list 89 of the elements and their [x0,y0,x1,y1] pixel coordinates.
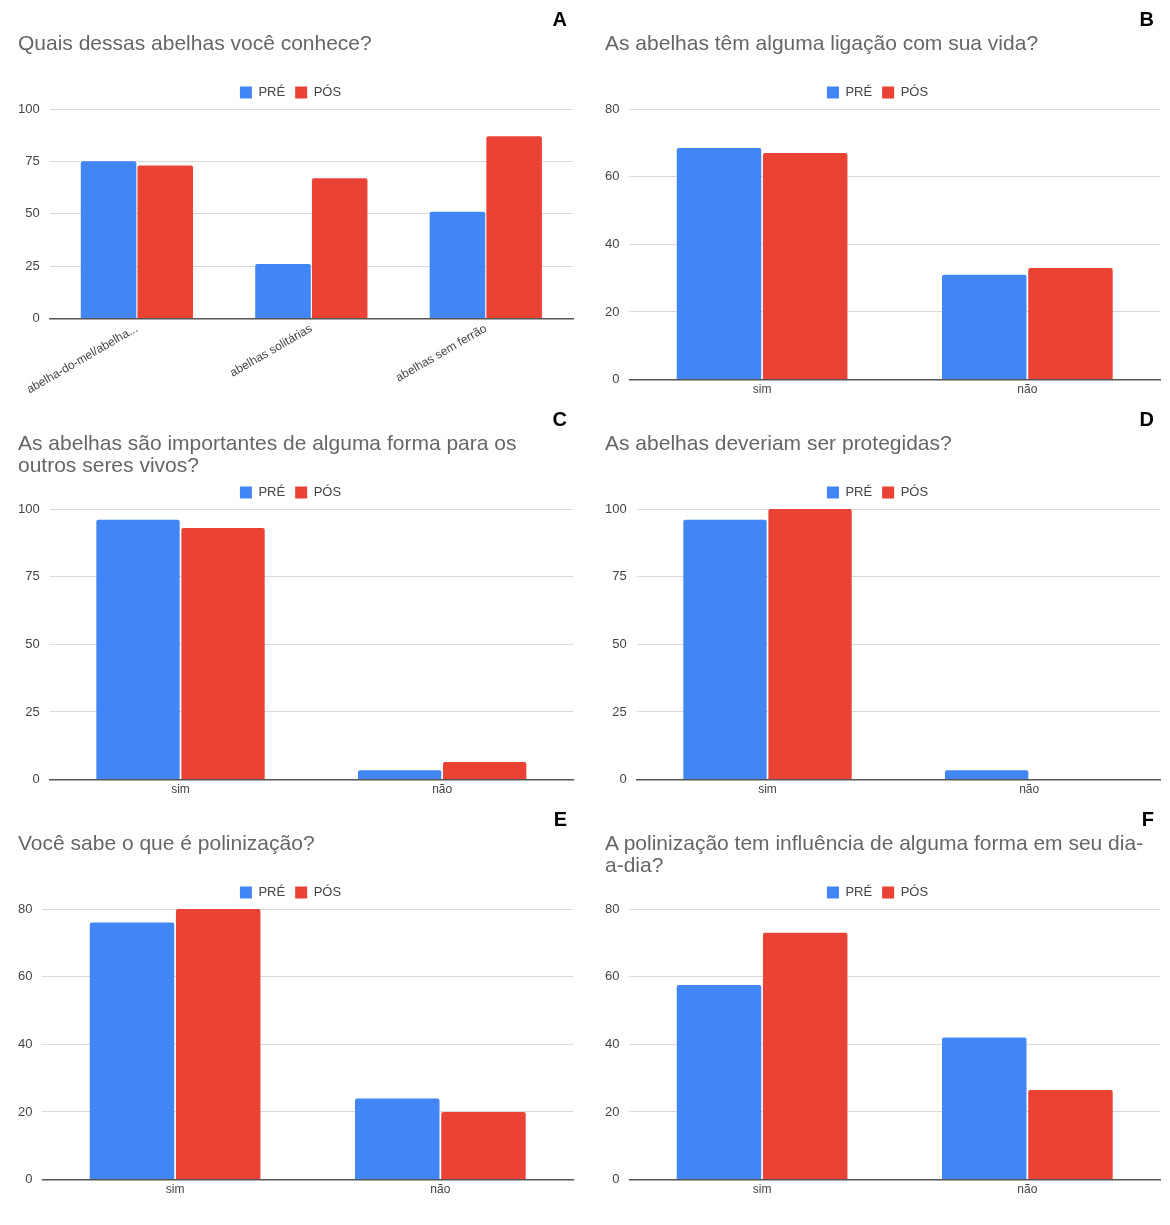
y-tick-label: 80 [17,900,33,916]
y-tick-label: 80 [604,100,620,116]
y-tick-label: 0 [32,771,40,787]
bar [1028,267,1113,380]
x-tick-label: sim [171,782,190,797]
legend-label: PRÉ [845,84,873,100]
y-tick-label: 100 [17,500,40,516]
x-tick-label: não [1019,782,1040,797]
y-tick-label: 20 [604,303,620,319]
legend-label: PRÉ [258,484,286,500]
y-tick-label: 40 [604,235,620,251]
y-tick-label: 100 [604,500,627,516]
y-tick-label: 40 [604,1035,620,1051]
legend-label: PÓS [900,884,929,900]
legend-label: PÓS [313,84,342,100]
legend-label: PÓS [900,84,929,100]
chart-title: As abelhas deveriam ser protegidas? [604,431,953,456]
bar [357,770,442,780]
bar [683,519,767,780]
bar [768,509,852,780]
x-tick-label: sim [165,1182,185,1197]
chart-title: As abelhas são importantes de alguma forma para os outros seres vivos? [17,431,518,476]
y-tick-label: 60 [604,168,620,184]
y-tick-label: 100 [17,100,40,116]
legend-label: PRÉ [258,84,286,100]
text: B [1139,8,1154,32]
legend-label: PÓS [313,884,342,900]
y-tick-label: 25 [25,703,40,719]
legend-label: PÓS [313,484,342,500]
y-tick-label: 0 [612,1171,620,1187]
y-tick-label: 75 [25,152,40,168]
bar [137,165,194,318]
bar [89,922,175,1180]
y-tick-label: 75 [25,568,40,584]
text: F [1141,808,1154,832]
bar [486,136,542,318]
x-tick-label: sim [758,782,777,797]
y-tick-label: 40 [17,1035,33,1051]
text: D [1139,408,1154,432]
y-tick-label: 80 [604,900,620,916]
bar [762,152,848,380]
bar [311,178,368,318]
legend-label: PRÉ [258,884,286,900]
bar [676,147,762,380]
x-tick-label: não [432,782,453,797]
bar [355,1098,440,1180]
bar [676,985,762,1180]
chart-title: A polinização tem influência de alguma forma em seu dia-a-dia? [604,831,1145,876]
y-tick-label: 0 [32,310,40,326]
x-tick-label: não [430,1182,451,1197]
bar [944,770,1029,780]
bar [443,762,527,780]
y-tick-label: 20 [604,1103,620,1119]
x-tick-label: sim [752,1182,772,1197]
text: E [553,808,567,832]
y-tick-label: 75 [612,568,627,584]
chart-title: As abelhas têm alguma ligação com sua vida? [604,31,1040,56]
bar [942,274,1027,380]
bar [175,909,261,1180]
y-tick-label: 0 [25,1171,33,1187]
legend-label: PRÉ [845,884,873,900]
bar [942,1037,1027,1180]
x-tick-label: não [1017,382,1038,397]
y-tick-label: 0 [612,371,620,387]
y-tick-label: 25 [25,257,40,273]
bar [80,161,137,318]
chart-title: Você sabe o que é polinização? [17,831,316,856]
y-tick-label: 60 [604,968,620,984]
bar [181,527,265,780]
text: C [552,408,567,432]
y-tick-label: 0 [619,771,627,787]
legend-label: PRÉ [845,484,873,500]
bar [255,264,311,318]
y-tick-label: 50 [25,205,40,221]
y-tick-label: 20 [17,1103,33,1119]
chart-title: Quais dessas abelhas você conhece? [17,31,373,56]
bar [429,211,486,318]
x-tick-label: sim [752,382,772,397]
bar [96,519,180,780]
y-tick-label: 50 [25,635,40,651]
bar [762,932,848,1180]
bar [441,1111,526,1180]
y-tick-label: 25 [612,703,627,719]
y-tick-label: 60 [17,968,33,984]
x-tick-label: não [1017,1182,1038,1197]
bar [1028,1089,1113,1180]
text: A [552,8,567,32]
y-tick-label: 50 [612,635,627,651]
legend-label: PÓS [900,484,929,500]
